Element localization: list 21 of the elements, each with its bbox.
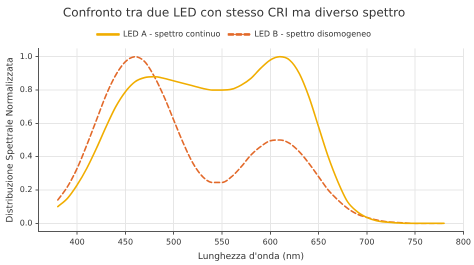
- x-tick-label: 750: [407, 237, 423, 246]
- x-tick-label: 400: [70, 237, 85, 246]
- legend-label: LED B - spettro disomogeneo: [254, 29, 372, 38]
- x-tick-label: 700: [359, 237, 374, 246]
- y-tick-label: 0.6: [20, 118, 33, 128]
- x-tick-label: 650: [310, 237, 326, 246]
- y-tick-label: 1.0: [20, 52, 33, 61]
- y-tick-label: 0.4: [20, 152, 33, 161]
- y-axis-title: Distribuzione Spettrale Normalizzata: [6, 57, 16, 223]
- x-tick-label: 800: [456, 237, 472, 246]
- y-tick-label: 0.8: [20, 85, 33, 94]
- x-tick-label: 500: [166, 237, 182, 246]
- x-tick-label: 600: [262, 237, 278, 246]
- chart-title: Confronto tra due LED con stesso CRI ma diverso spettro: [62, 5, 406, 20]
- x-tick-label: 550: [214, 237, 230, 246]
- legend-label: LED A - spettro continuo: [122, 29, 221, 38]
- y-tick-label: 0.2: [20, 185, 33, 194]
- x-tick-label: 450: [118, 237, 134, 246]
- x-axis-title: Lunghezza d'onda (nm): [198, 252, 304, 262]
- y-tick-label: 0.0: [20, 218, 33, 228]
- line-series: [57, 56, 445, 224]
